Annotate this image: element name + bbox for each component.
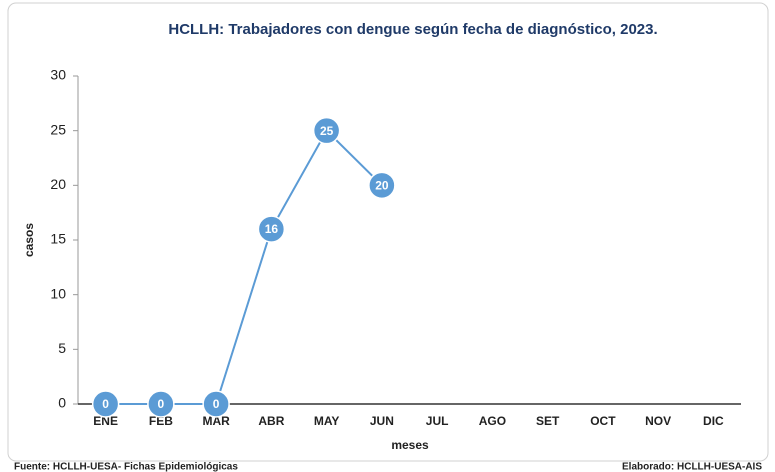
x-tick-label: OCT [590, 414, 616, 428]
source-note: Fuente: HCLLH-UESA- Fichas Epidemiológic… [14, 462, 238, 472]
x-tick-label: SET [536, 414, 560, 428]
data-point [312, 116, 341, 145]
x-tick-label: ABR [258, 414, 284, 428]
data-point [91, 390, 120, 418]
y-tick-label: 0 [58, 395, 66, 411]
credit-note: Elaborado: HCLLH-UESA-AIS [622, 462, 762, 472]
data-label: 16 [265, 222, 279, 236]
y-tick-label: 20 [50, 176, 66, 192]
data-label: 0 [213, 397, 220, 411]
x-tick-label: MAR [202, 414, 230, 428]
data-label: 0 [158, 397, 165, 411]
chart-title: HCLLH: Trabajadores con dengue según fec… [168, 21, 657, 38]
x-tick-label: ENE [93, 414, 118, 428]
data-point [202, 390, 230, 418]
data-label: 25 [320, 124, 334, 138]
y-axis-label: casos [22, 223, 36, 257]
data-point [147, 390, 175, 418]
y-tick-label: 30 [50, 67, 66, 83]
x-tick-label: JUN [370, 414, 394, 428]
data-label: 20 [375, 179, 389, 193]
x-tick-label: MAY [314, 414, 340, 428]
x-tick-label: FEB [149, 414, 173, 428]
y-tick-label: 10 [50, 285, 66, 301]
chart-frame [7, 2, 769, 462]
x-axis-label: meses [391, 438, 429, 452]
data-point [368, 171, 396, 200]
x-tick-label: DIC [703, 414, 724, 428]
y-tick-label: 25 [50, 121, 66, 137]
x-tick-label: NOV [645, 414, 671, 428]
y-tick-label: 5 [58, 340, 66, 356]
data-label: 0 [102, 397, 109, 411]
y-tick-label: 15 [50, 231, 66, 247]
x-tick-label: AGO [479, 414, 506, 428]
data-point [257, 215, 286, 243]
x-tick-label: JUL [426, 414, 449, 428]
